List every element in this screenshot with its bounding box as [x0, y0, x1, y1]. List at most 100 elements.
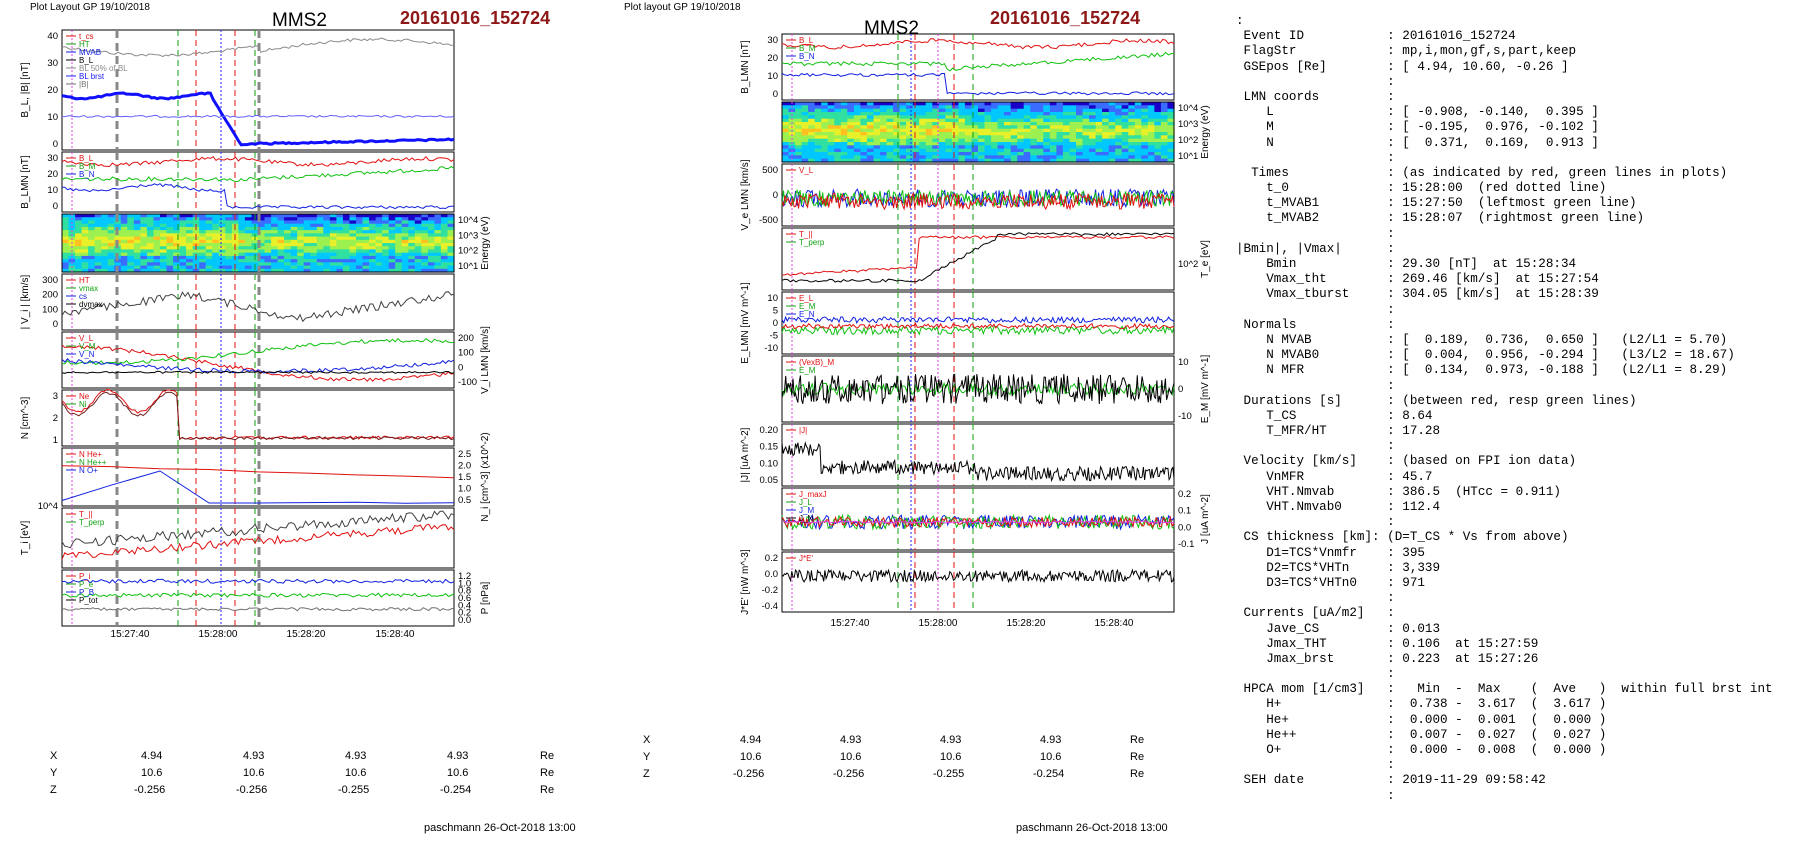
- spectrogram-cell: [1023, 145, 1031, 150]
- spectrogram-cell: [873, 125, 881, 130]
- legend-entry: E_M: [799, 302, 816, 311]
- spectrogram-cell: [362, 226, 370, 231]
- spectrogram-cell: [212, 262, 220, 267]
- spectrogram-cell: [173, 246, 181, 250]
- spectrogram-cell: [395, 262, 403, 267]
- spectrogram-cell: [414, 226, 422, 231]
- spectrogram-cell: [408, 236, 416, 241]
- legend-entry: J_M: [799, 506, 814, 515]
- spectrogram-cell: [447, 246, 455, 250]
- spectrogram-cell: [218, 255, 226, 260]
- spectrogram-cell: [853, 138, 861, 143]
- spectrogram-cell: [369, 249, 377, 254]
- spectrogram-cell: [329, 259, 337, 263]
- summary-line: Vmax_tburst : 304.05 [km/s] at 15:28:39: [1236, 287, 1599, 302]
- spectrogram-cell: [991, 148, 999, 153]
- spectrogram-cell: [1076, 145, 1084, 150]
- spectrogram-cell: [860, 125, 868, 130]
- spectrogram-cell: [271, 265, 279, 270]
- spectrogram-cell: [997, 142, 1005, 146]
- spectrogram-cell: [912, 135, 920, 140]
- spectrogram-cell: [75, 214, 83, 218]
- spectrogram-cell: [997, 148, 1005, 153]
- spectrogram-cell: [218, 226, 226, 231]
- spectrogram-cell: [808, 132, 816, 136]
- spectrogram-cell: [1043, 142, 1051, 146]
- spectrogram-cell: [919, 102, 927, 106]
- spectrogram-cell: [277, 217, 285, 221]
- series-line: [781, 191, 1175, 211]
- spectrogram-cell: [893, 132, 901, 136]
- spectrogram-cell: [88, 233, 96, 238]
- spectrogram-cell: [297, 230, 305, 234]
- spectrogram-cell: [146, 220, 154, 225]
- spectrogram-cell: [1004, 155, 1012, 160]
- spectrogram-cell: [886, 118, 894, 123]
- spectrogram-cell: [153, 239, 161, 244]
- spectrogram-cell: [1043, 112, 1051, 116]
- spectrogram-cell: [945, 125, 953, 130]
- legend-entry: P_B: [79, 588, 94, 597]
- spectrogram-cell: [958, 138, 966, 143]
- spectrogram-cell: [912, 108, 920, 113]
- spectrogram-cell: [1056, 108, 1064, 113]
- spectrogram-cell: [886, 142, 894, 146]
- spectrogram-cell: [1076, 132, 1084, 136]
- spectrogram-cell: [782, 152, 790, 156]
- spectrogram-cell: [1082, 132, 1090, 136]
- panel-9: 0.20.0-0.2-0.4J*E' [nW m^-3] J*E': [740, 549, 1175, 615]
- spectrogram-cell: [991, 115, 999, 120]
- spectrogram-cell: [166, 252, 174, 257]
- spectrogram-cell: [880, 145, 888, 150]
- spectrogram-cell: [1056, 138, 1064, 143]
- spectrogram-cell: [218, 223, 226, 228]
- spectrogram-cell: [238, 262, 246, 267]
- y-tick-label: 3: [53, 391, 58, 402]
- spectrogram-cell: [782, 138, 790, 143]
- spectrogram-cell: [395, 252, 403, 257]
- spectrogram-cell: [971, 148, 979, 153]
- spectrogram-cell: [932, 128, 940, 133]
- spectrogram-cell: [244, 226, 252, 231]
- spectrogram-cell: [873, 158, 881, 163]
- spectrogram-cell: [94, 214, 102, 218]
- spectrogram-cell: [1121, 105, 1129, 110]
- spectrogram-cell: [1089, 128, 1097, 133]
- spectrogram-cell: [814, 155, 822, 160]
- spectrogram-cell: [1023, 155, 1031, 160]
- spectrogram-cell: [1004, 152, 1012, 156]
- spectrogram-cell: [853, 145, 861, 150]
- y-axis-label: Energy (eV): [480, 216, 491, 269]
- spectrogram-cell: [199, 230, 207, 234]
- spectrogram-cell: [88, 243, 96, 247]
- spectrogram-cell: [160, 243, 168, 247]
- spectrogram-cell: [114, 246, 122, 250]
- panel-frame: [781, 33, 1175, 101]
- spectrogram-cell: [1095, 142, 1103, 146]
- spectrogram-cell: [925, 142, 933, 146]
- spectrogram-cell: [1036, 145, 1044, 150]
- spectrogram-cell: [1128, 145, 1136, 150]
- spectrogram-cell: [440, 262, 448, 267]
- legend-entry: B_L: [799, 36, 814, 45]
- spectrogram-cell: [978, 138, 986, 143]
- spectrogram-cell: [1134, 145, 1142, 150]
- spectrogram-cell: [991, 112, 999, 116]
- spectrogram-cell: [991, 118, 999, 123]
- spectrogram-cell: [1141, 132, 1149, 136]
- right-coord-unit-z: Re: [1130, 768, 1145, 780]
- spectrogram-cell: [218, 259, 226, 263]
- spectrogram-cell: [840, 122, 848, 126]
- spectrogram-cell: [153, 249, 161, 254]
- series-line: [61, 37, 455, 58]
- spectrogram-cell: [166, 239, 174, 244]
- spectrogram-cell: [958, 148, 966, 153]
- spectrogram-cell: [1160, 128, 1168, 133]
- spectrogram-cell: [388, 265, 396, 270]
- spectrogram-cell: [342, 226, 350, 231]
- y-tick-label: 20: [767, 53, 778, 64]
- spectrogram-cell: [1043, 118, 1051, 123]
- spectrogram-cell: [958, 125, 966, 130]
- y-axis-label: E_LMN [mV m^-1]: [740, 282, 751, 364]
- spectrogram-cell: [297, 239, 305, 244]
